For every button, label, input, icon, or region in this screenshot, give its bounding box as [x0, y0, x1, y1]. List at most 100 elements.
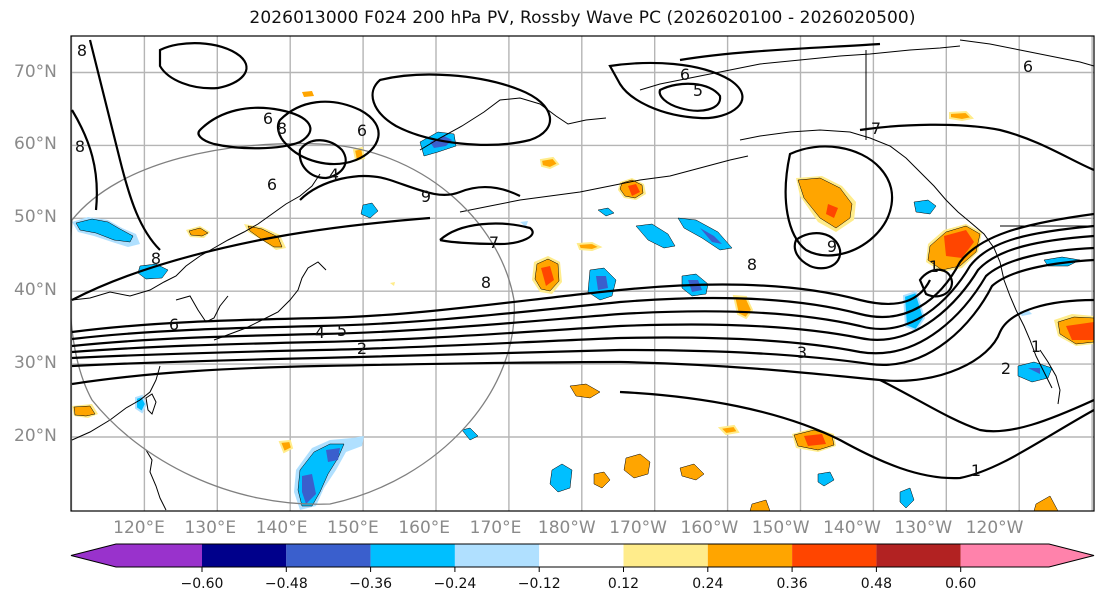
shade-blob	[461, 427, 479, 441]
coastline-arctic	[959, 39, 1094, 67]
colorbar-segment	[623, 544, 708, 567]
contour-line	[784, 145, 894, 257]
colorbar-segment	[539, 544, 624, 567]
contour-line	[71, 224, 1094, 348]
coastline-baja	[1039, 349, 1061, 405]
shade-blob	[717, 424, 740, 436]
colorbar	[70, 543, 1095, 572]
contour-label: 1	[1031, 337, 1041, 356]
graticule	[71, 36, 1094, 511]
colorbar-segment	[707, 544, 793, 567]
contour-label: 9	[827, 237, 837, 256]
colorbar-segment	[116, 544, 202, 567]
coastline-japan	[213, 261, 327, 341]
contour-label: 6	[357, 121, 367, 140]
latitude-tick-label: 40°N	[14, 280, 57, 301]
shade-blob	[817, 471, 835, 487]
colorbar-extend-low	[71, 544, 116, 567]
contour-line	[158, 42, 248, 90]
shade-blob	[539, 156, 560, 170]
contour-label: 4	[315, 323, 325, 342]
colorbar-segment	[370, 544, 455, 567]
contour-label: 1	[971, 461, 981, 480]
contour-line	[439, 222, 534, 246]
shade-blob	[596, 276, 608, 290]
coastline-kamchatka	[419, 97, 607, 151]
shade-blob	[278, 439, 294, 454]
colorbar-tick-label: −0.24	[433, 576, 477, 592]
contour-line	[298, 139, 347, 180]
colorbar-tick-label: 0.60	[945, 576, 977, 592]
contour-line	[71, 258, 1094, 368]
contour-line	[71, 212, 1094, 341]
longitude-tick-label: 140°E	[255, 518, 308, 538]
coastline-korea	[175, 295, 229, 323]
latitude-tick-label: 70°N	[14, 61, 57, 82]
contour-label: 1	[929, 257, 939, 276]
shade-blob	[913, 199, 937, 215]
pv-contours	[71, 39, 1094, 480]
shade-blob	[541, 266, 554, 286]
coastline-china	[71, 365, 161, 441]
shade-blob	[700, 228, 722, 244]
contour-line	[299, 174, 521, 201]
shade-blob	[135, 394, 148, 414]
contour-line	[88, 39, 161, 251]
contour-label: 2	[357, 339, 367, 358]
map-frame	[70, 35, 1095, 512]
colorbar-segment	[792, 544, 877, 567]
coastline-aleutians	[459, 155, 749, 213]
contour-label: 6	[1023, 57, 1033, 76]
contour-line	[71, 234, 1094, 354]
colorbar-tick-label: 0.48	[860, 576, 892, 592]
longitude-tick-label: 180°W	[537, 518, 596, 538]
contour-line	[197, 106, 312, 150]
contour-line	[679, 42, 881, 62]
colorbar-segment	[286, 544, 371, 567]
contour-label: 4	[329, 165, 339, 184]
rossby-wave-shading	[72, 91, 1094, 511]
contour-label: 6	[263, 109, 273, 128]
colorbar-segment	[876, 544, 961, 567]
contour-label: 8	[75, 137, 85, 156]
longitude-tick-label: 170°E	[469, 518, 522, 538]
shade-blob	[75, 218, 134, 243]
shade-blob	[797, 177, 853, 229]
shade-blob	[899, 487, 915, 509]
colorbar-tick-label: 0.36	[776, 576, 808, 592]
map-area: 6 8 6 4 6 8 9 7 8 6 5 7 8 9 1 6 4 5 2 3 …	[71, 36, 1094, 511]
coastline-philippines	[145, 449, 167, 511]
contour-line	[276, 100, 380, 165]
shade-blob	[188, 227, 209, 237]
contour-label: 9	[421, 187, 431, 206]
shade-blob	[1033, 495, 1059, 511]
shade-blob	[247, 225, 283, 248]
coastline-alaska	[639, 45, 961, 91]
colorbar-tick-label: −0.12	[517, 576, 561, 592]
shade-blob	[804, 434, 826, 446]
longitude-tick-label: 150°E	[327, 518, 379, 538]
shade-blob	[628, 184, 640, 196]
contour-label: 5	[337, 321, 347, 340]
colorbar-tick-label: 0.12	[607, 576, 640, 592]
longitude-tick-label: 140°W	[823, 518, 881, 538]
coastline-taiwan	[145, 393, 157, 415]
latitude-tick-label: 20°N	[14, 426, 57, 446]
colorbar-tick-label: 0.24	[692, 576, 724, 592]
contour-line	[71, 298, 1094, 386]
longitude-tick-label: 150°W	[751, 518, 810, 538]
map-title: 2026013000 F024 200 hPa PV, Rossby Wave …	[249, 8, 916, 28]
contour-line	[608, 61, 744, 120]
contour-label: 6	[680, 65, 690, 84]
contour-label: 8	[277, 119, 287, 138]
shade-blob	[635, 223, 676, 249]
shade-blob	[302, 91, 314, 97]
contour-line	[879, 379, 1094, 433]
longitude-tick-label: 160°W	[680, 518, 739, 538]
shade-blob	[749, 499, 771, 511]
latitude-tick-label: 50°N	[14, 207, 57, 228]
colorbar-outline	[70, 543, 1095, 568]
contour-line	[71, 109, 98, 211]
contour-line	[793, 232, 842, 270]
